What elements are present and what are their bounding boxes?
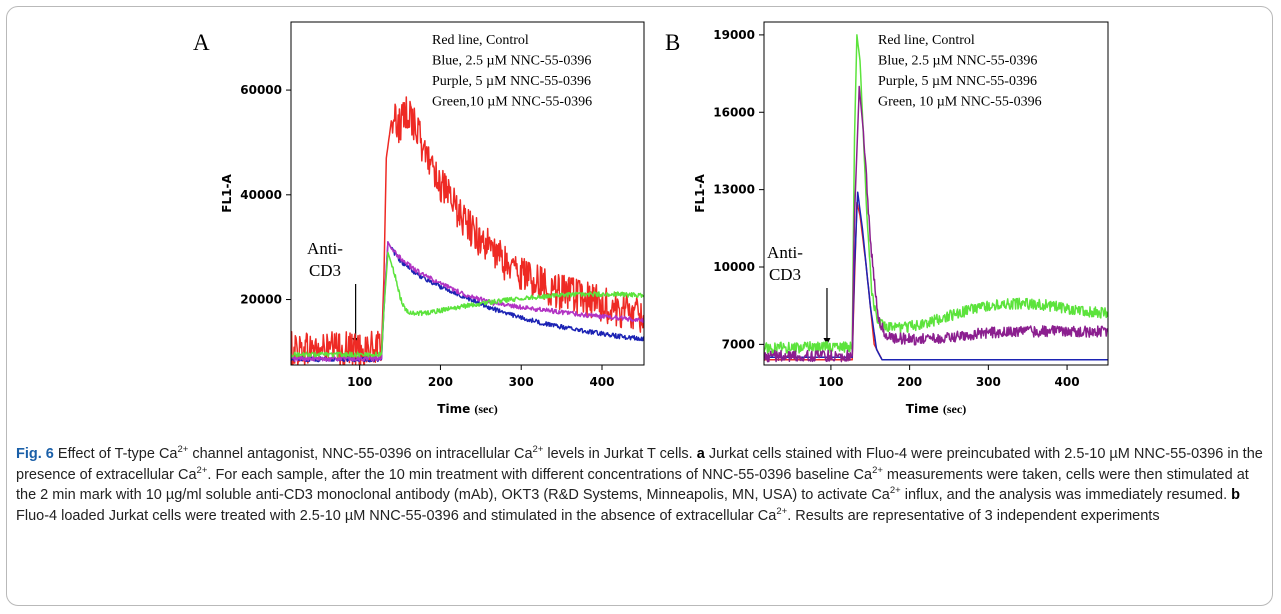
panel-b-y-tick-label: 19000 [713, 28, 755, 42]
panel-a-legend-entry-4: Green,10 µM NNC-55-0396 [432, 95, 592, 110]
panel-b-x-tick-label: 100 [818, 375, 843, 389]
panel-a-series-1-line [291, 96, 644, 365]
panel-b-series-3-line [764, 34, 1108, 355]
panel-b-legend: Red line, Control Blue, 2.5 µM NNC-55-039… [878, 33, 1042, 110]
panel-b-y-tick-label: 13000 [713, 183, 755, 197]
panel-b-y-axis-title: FL1-A [693, 174, 707, 213]
panel-a-annotation-line-1: Anti- [307, 239, 343, 258]
panel-a-y-tick-label: 40000 [240, 188, 282, 202]
panel-a-anti-cd3-annotation: Anti- CD3 [307, 239, 360, 345]
panel-b-x-tick-label: 200 [897, 375, 922, 389]
chart-panel-a: A Red line, Control Blue, 2.5 µM NNC-55-0… [193, 21, 645, 416]
panel-b-y-tick-label: 7000 [722, 337, 755, 351]
panel-a-plot-frame [290, 21, 645, 366]
panel-a-series-4-line [291, 251, 644, 358]
panel-a-x-tick-label: 200 [428, 375, 453, 389]
panel-b-plot-frame [763, 21, 1109, 366]
panel-a-annotation-line-2: CD3 [309, 261, 341, 280]
panel-a-legend: Red line, Control Blue, 2.5 µM NNC-55-039… [432, 33, 592, 110]
panel-b-legend-entry-3: Purple, 5 µM NNC-55-0396 [878, 74, 1037, 89]
panel-a-x-tick-label: 400 [589, 375, 614, 389]
panel-a-y-tick-label: 60000 [240, 83, 282, 97]
panel-b-series-1-line [764, 201, 1108, 361]
panel-b-series-group [764, 34, 1108, 363]
panel-a-legend-entry-3: Purple, 5 µM NNC-55-0396 [432, 74, 591, 89]
panel-b-anti-cd3-annotation: Anti- CD3 [767, 243, 831, 345]
panel-b-x-tick-label: 300 [976, 375, 1001, 389]
panel-a-legend-entry-2: Blue, 2.5 µM NNC-55-0396 [432, 54, 591, 69]
panel-b-x-axis-title: Time (sec) [906, 402, 966, 416]
panel-a-letter: A [193, 30, 210, 55]
panel-a-y-tick-label: 20000 [240, 293, 282, 307]
caption-panel-a-label: a [696, 446, 705, 462]
panel-b-annotation-line-2: CD3 [769, 265, 801, 284]
panel-b-y-tick-label: 10000 [713, 260, 755, 274]
panel-a-legend-entry-1: Red line, Control [432, 33, 529, 48]
panel-b-series-4-line [764, 85, 1108, 363]
panel-b-y-tick-label: 16000 [713, 105, 755, 119]
panel-a-y-axis-title: FL1-A [220, 174, 234, 213]
panel-a-x-tick-label: 100 [347, 375, 372, 389]
caption-panel-b-label: b [1231, 487, 1240, 503]
panel-b-legend-entry-1: Red line, Control [878, 33, 975, 48]
panel-a-series-group [291, 96, 644, 365]
panel-a-x-axis-title: Time (sec) [437, 402, 497, 416]
panel-b-annotation-line-1: Anti- [767, 243, 803, 262]
panel-b-letter: B [665, 30, 680, 55]
panel-b-legend-entry-4: Green, 10 µM NNC-55-0396 [878, 95, 1042, 110]
panel-b-x-tick-label: 400 [1055, 375, 1080, 389]
figure-caption: Fig. 6 Effect of T-type Ca2+ channel ant… [16, 444, 1263, 524]
panel-a-x-tick-label: 300 [509, 375, 534, 389]
panel-b-series-2-line [764, 191, 1108, 361]
figure-label: Fig. 6 [16, 446, 54, 462]
chart-panel-b: B Red line, Control Blue, 2.5 µM NNC-55-0… [665, 21, 1109, 416]
panel-b-legend-entry-2: Blue, 2.5 µM NNC-55-0396 [878, 54, 1037, 69]
